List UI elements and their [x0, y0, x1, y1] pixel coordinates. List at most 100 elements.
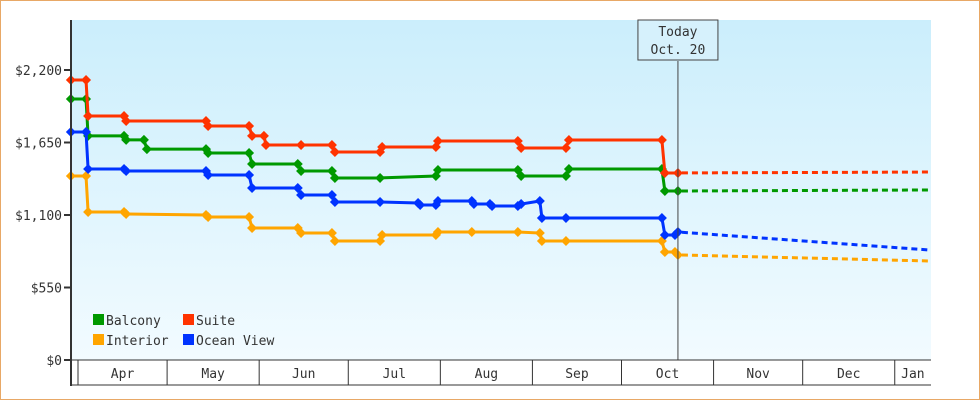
legend-swatch-suite	[183, 314, 194, 325]
data-point-suite	[432, 136, 443, 147]
data-point-ocean-view	[656, 213, 667, 224]
legend-label-balcony: Balcony	[106, 314, 161, 329]
forecast-line-ocean-view	[677, 230, 931, 252]
data-point-interior	[659, 247, 670, 258]
data-point-interior	[203, 211, 214, 222]
data-point-balcony	[516, 170, 527, 181]
legend: Balcony Suite Interior Ocean View	[93, 314, 274, 349]
legend-label-interior: Interior	[106, 334, 169, 349]
data-point-suite	[563, 134, 574, 145]
data-point-suite	[121, 116, 132, 127]
data-point-ocean-view	[81, 126, 92, 137]
data-point-ocean-view	[292, 182, 303, 193]
data-point-balcony	[292, 158, 303, 169]
series-ocean-view	[65, 126, 931, 252]
data-point-suite	[81, 75, 92, 86]
data-point-ocean-view	[560, 213, 571, 224]
y-tick-label: $1,650	[15, 137, 62, 152]
forecast-line-interior	[677, 253, 931, 263]
data-point-ocean-view	[203, 170, 214, 181]
data-point-interior	[432, 227, 443, 238]
data-point-suite	[244, 121, 255, 132]
x-tick-label-nov: Nov	[746, 367, 770, 382]
data-point-balcony	[296, 165, 307, 176]
x-tick-label-jun: Jun	[292, 367, 315, 382]
data-point-interior	[247, 223, 258, 234]
data-point-ocean-view	[536, 213, 547, 224]
today-date: Oct. 20	[651, 43, 706, 58]
data-point-interior	[534, 228, 545, 239]
data-point-suite	[83, 111, 94, 122]
y-tick-label: $550	[31, 282, 62, 297]
legend-label-ocean-view: Ocean View	[196, 334, 274, 349]
data-point-suite	[247, 130, 258, 141]
data-point-interior	[326, 228, 337, 239]
data-point-interior	[536, 235, 547, 246]
data-point-balcony	[138, 134, 149, 145]
data-point-suite	[516, 143, 527, 154]
y-tick-label: $0	[46, 354, 62, 369]
data-point-ocean-view	[375, 196, 386, 207]
data-point-ocean-view	[468, 199, 479, 210]
data-point-ocean-view	[329, 196, 340, 207]
data-point-ocean-view	[247, 182, 258, 193]
data-point-suite	[261, 140, 272, 151]
x-tick-label-may: May	[201, 367, 225, 382]
data-point-interior	[244, 211, 255, 222]
data-point-balcony	[375, 172, 386, 183]
x-tick-label-oct: Oct	[656, 367, 679, 382]
data-point-interior	[121, 208, 132, 219]
data-point-ocean-view	[244, 170, 255, 181]
data-point-suite	[203, 121, 214, 132]
data-point-balcony	[121, 134, 132, 145]
data-point-balcony	[247, 158, 258, 169]
legend-label-suite: Suite	[196, 314, 235, 329]
data-point-balcony	[244, 148, 255, 159]
series-interior	[65, 170, 931, 263]
forecast-line-suite	[677, 170, 931, 175]
data-point-balcony	[432, 165, 443, 176]
data-point-ocean-view	[83, 163, 94, 174]
data-point-balcony	[659, 186, 670, 197]
data-point-interior	[377, 230, 388, 241]
x-tick-label-apr: Apr	[111, 367, 135, 382]
data-point-balcony	[563, 163, 574, 174]
data-point-ocean-view	[487, 201, 498, 212]
data-point-interior	[560, 235, 571, 246]
data-point-ocean-view	[121, 165, 132, 176]
data-point-ocean-view	[534, 196, 545, 207]
data-point-interior	[466, 227, 477, 238]
today-label: Today	[658, 25, 697, 40]
data-point-interior	[83, 206, 94, 217]
data-point-suite	[258, 130, 269, 141]
x-tick-label-dec: Dec	[837, 367, 860, 382]
today-label-box	[637, 19, 719, 61]
data-point-balcony	[141, 144, 152, 155]
data-point-interior	[296, 228, 307, 239]
data-point-ocean-view	[516, 199, 527, 210]
data-point-suite	[296, 140, 307, 151]
data-point-suite	[377, 141, 388, 152]
today-marker: Today Oct. 20	[637, 19, 719, 360]
data-point-suite	[560, 143, 571, 154]
data-point-suite	[329, 146, 340, 157]
data-point-ocean-view	[296, 189, 307, 200]
data-point-ocean-view	[415, 199, 426, 210]
x-tick-label-aug: Aug	[475, 367, 498, 382]
data-point-suite	[659, 167, 670, 178]
data-point-ocean-view	[432, 196, 443, 207]
data-point-balcony	[203, 148, 214, 159]
data-point-interior	[329, 235, 340, 246]
x-tick-label-jan: Jan	[901, 367, 924, 382]
data-point-suite	[512, 136, 523, 147]
y-tick-label: $2,200	[15, 64, 62, 79]
x-tick-label-sep: Sep	[565, 367, 589, 382]
data-point-balcony	[329, 172, 340, 183]
legend-swatch-ocean-view	[183, 334, 194, 345]
data-point-ocean-view	[659, 230, 670, 241]
forecast-line-balcony	[677, 188, 931, 193]
series-suite	[65, 75, 931, 178]
series-balcony	[65, 94, 931, 197]
